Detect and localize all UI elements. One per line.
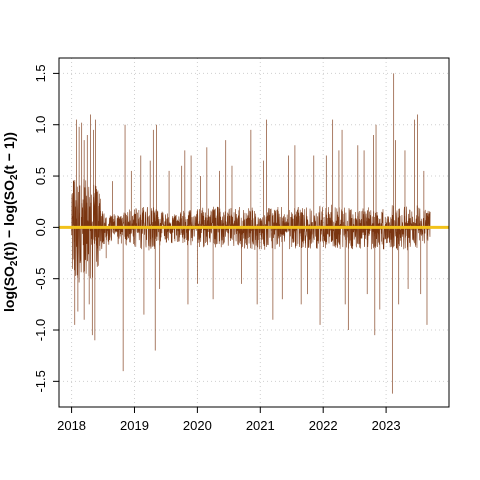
y-axis-label: log(SO2(t)) − log(SO2(t − 1)) bbox=[1, 132, 20, 312]
x-tick-label: 2018 bbox=[57, 418, 86, 433]
y-tick-label: 0.5 bbox=[33, 167, 48, 185]
x-tick-label: 2021 bbox=[246, 418, 275, 433]
y-tick-label: 1.5 bbox=[33, 64, 48, 82]
series-log-difference bbox=[71, 73, 431, 394]
plot-frame bbox=[58, 57, 450, 408]
x-tick-label: 2022 bbox=[309, 418, 338, 433]
y-axis: -1.5 -1.0 -0.5 0.0 0.5 1.0 1.5 bbox=[33, 64, 59, 393]
x-tick-label: 2019 bbox=[120, 418, 149, 433]
x-axis: 2018 2019 2020 2021 2022 2023 bbox=[57, 407, 401, 433]
x-tick-label: 2023 bbox=[372, 418, 401, 433]
y-tick-label: 0.0 bbox=[33, 218, 48, 236]
y-tick-label: -0.5 bbox=[33, 267, 48, 289]
x-tick-label: 2020 bbox=[183, 418, 212, 433]
y-tick-label: -1.5 bbox=[33, 370, 48, 392]
y-tick-label: 1.0 bbox=[33, 116, 48, 134]
y-tick-label: -1.0 bbox=[33, 319, 48, 341]
